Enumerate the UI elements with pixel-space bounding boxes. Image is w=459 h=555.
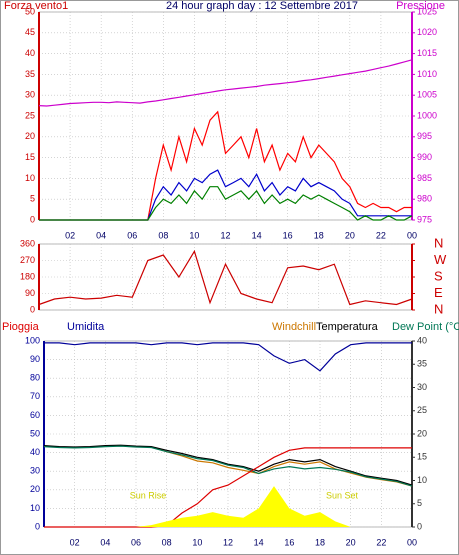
y2-tick-label: N (434, 235, 443, 250)
y2-tick-label: 10 (417, 475, 427, 485)
y2-tick-label: S (434, 268, 443, 283)
chart-title: 24 hour graph day : 12 Settembre 2017 (166, 0, 358, 12)
y-tick-label: 45 (25, 27, 35, 37)
line (44, 342, 412, 372)
y-tick-label: 0 (35, 521, 40, 531)
y-tick-label: 5 (30, 194, 35, 204)
y-axis-label: Forza vento1 (4, 0, 68, 12)
x-tick-label: 16 (284, 537, 294, 547)
x-tick-label: 00 (407, 537, 417, 547)
y-tick-label: 20 (30, 484, 40, 494)
legend-label: Temperatura (316, 321, 379, 333)
y2-tick-label: 1020 (417, 27, 437, 37)
x-tick-label: 16 (283, 230, 293, 240)
x-tick-label: 12 (223, 537, 233, 547)
y2-tick-label: 25 (417, 405, 427, 415)
x-tick-label: 02 (70, 537, 80, 547)
y2-tick-label: 1010 (417, 69, 437, 79)
x-tick-label: 10 (192, 537, 202, 547)
annotation: Sun Rise (130, 490, 167, 500)
y-tick-label: 35 (25, 69, 35, 79)
y-tick-label: 60 (30, 410, 40, 420)
x-tick-label: 12 (220, 230, 230, 240)
y-tick-label: 0 (30, 214, 35, 224)
y-tick-label: 0 (30, 304, 35, 314)
x-tick-label: 18 (314, 230, 324, 240)
area (44, 486, 412, 527)
y-tick-label: 15 (25, 152, 35, 162)
y-tick-label: 10 (25, 173, 35, 183)
y-tick-label: 50 (25, 6, 35, 16)
y2-tick-label: 40 (417, 335, 427, 345)
y2-tick-label: N (434, 301, 443, 316)
x-tick-label: 20 (345, 230, 355, 240)
y2-tick-label: 1000 (417, 110, 437, 120)
y2-tick-label: 20 (417, 428, 427, 438)
x-tick-label: 10 (189, 230, 199, 240)
y-tick-label: 40 (30, 447, 40, 457)
line (43, 445, 413, 487)
y2-tick-label: 975 (417, 214, 432, 224)
x-tick-label: 04 (100, 537, 110, 547)
x-tick-label: 22 (376, 537, 386, 547)
y2-tick-label: 1015 (417, 48, 437, 58)
y-tick-label: 50 (30, 428, 40, 438)
y2-tick-label: 980 (417, 194, 432, 204)
y2-tick-label: W (434, 252, 447, 267)
y2-tick-label: 0 (417, 521, 422, 531)
line (39, 186, 413, 221)
x-tick-label: 18 (315, 537, 325, 547)
y2-tick-label: 35 (417, 359, 427, 369)
y2-tick-label: 995 (417, 131, 432, 141)
annotation: Sun Set (326, 490, 359, 500)
y2-axis-label: Pressione (396, 0, 445, 12)
y-tick-label: 30 (30, 466, 40, 476)
x-tick-label: 14 (254, 537, 264, 547)
y-tick-label: 90 (25, 288, 35, 298)
y-tick-label: 30 (25, 90, 35, 100)
y-tick-label: 80 (30, 373, 40, 383)
x-tick-label: 22 (376, 230, 386, 240)
x-tick-label: 08 (162, 537, 172, 547)
y2-tick-label: 990 (417, 152, 432, 162)
y-tick-label: 20 (25, 131, 35, 141)
y-tick-label: 180 (20, 271, 35, 281)
y-tick-label: 360 (20, 238, 35, 248)
y2-tick-label: E (434, 285, 443, 300)
line (38, 59, 413, 107)
x-tick-label: 20 (346, 537, 356, 547)
y-tick-label: 90 (30, 354, 40, 364)
y2-tick-label: 5 (417, 498, 422, 508)
legend-label: Pioggia (2, 321, 40, 333)
x-tick-label: 06 (131, 537, 141, 547)
y2-tick-label: 985 (417, 173, 432, 183)
y2-tick-label: 1025 (417, 6, 437, 16)
x-tick-label: 00 (407, 230, 417, 240)
y-tick-label: 100 (25, 335, 40, 345)
legend-label: Windchill (272, 321, 316, 333)
y-tick-label: 70 (30, 391, 40, 401)
y2-tick-label: 15 (417, 452, 427, 462)
legend-label: Umidita (67, 321, 105, 333)
y2-tick-label: 1005 (417, 90, 437, 100)
legend-label: Dew Point (°C (392, 321, 459, 333)
line (38, 249, 413, 306)
x-tick-label: 04 (96, 230, 106, 240)
x-tick-label: 06 (127, 230, 137, 240)
line (43, 444, 413, 486)
y-tick-label: 40 (25, 48, 35, 58)
x-tick-label: 14 (252, 230, 262, 240)
y-tick-label: 270 (20, 255, 35, 265)
y-tick-label: 25 (25, 110, 35, 120)
x-tick-label: 02 (65, 230, 75, 240)
y2-tick-label: 30 (417, 382, 427, 392)
x-tick-label: 08 (158, 230, 168, 240)
y-tick-label: 10 (30, 503, 40, 513)
